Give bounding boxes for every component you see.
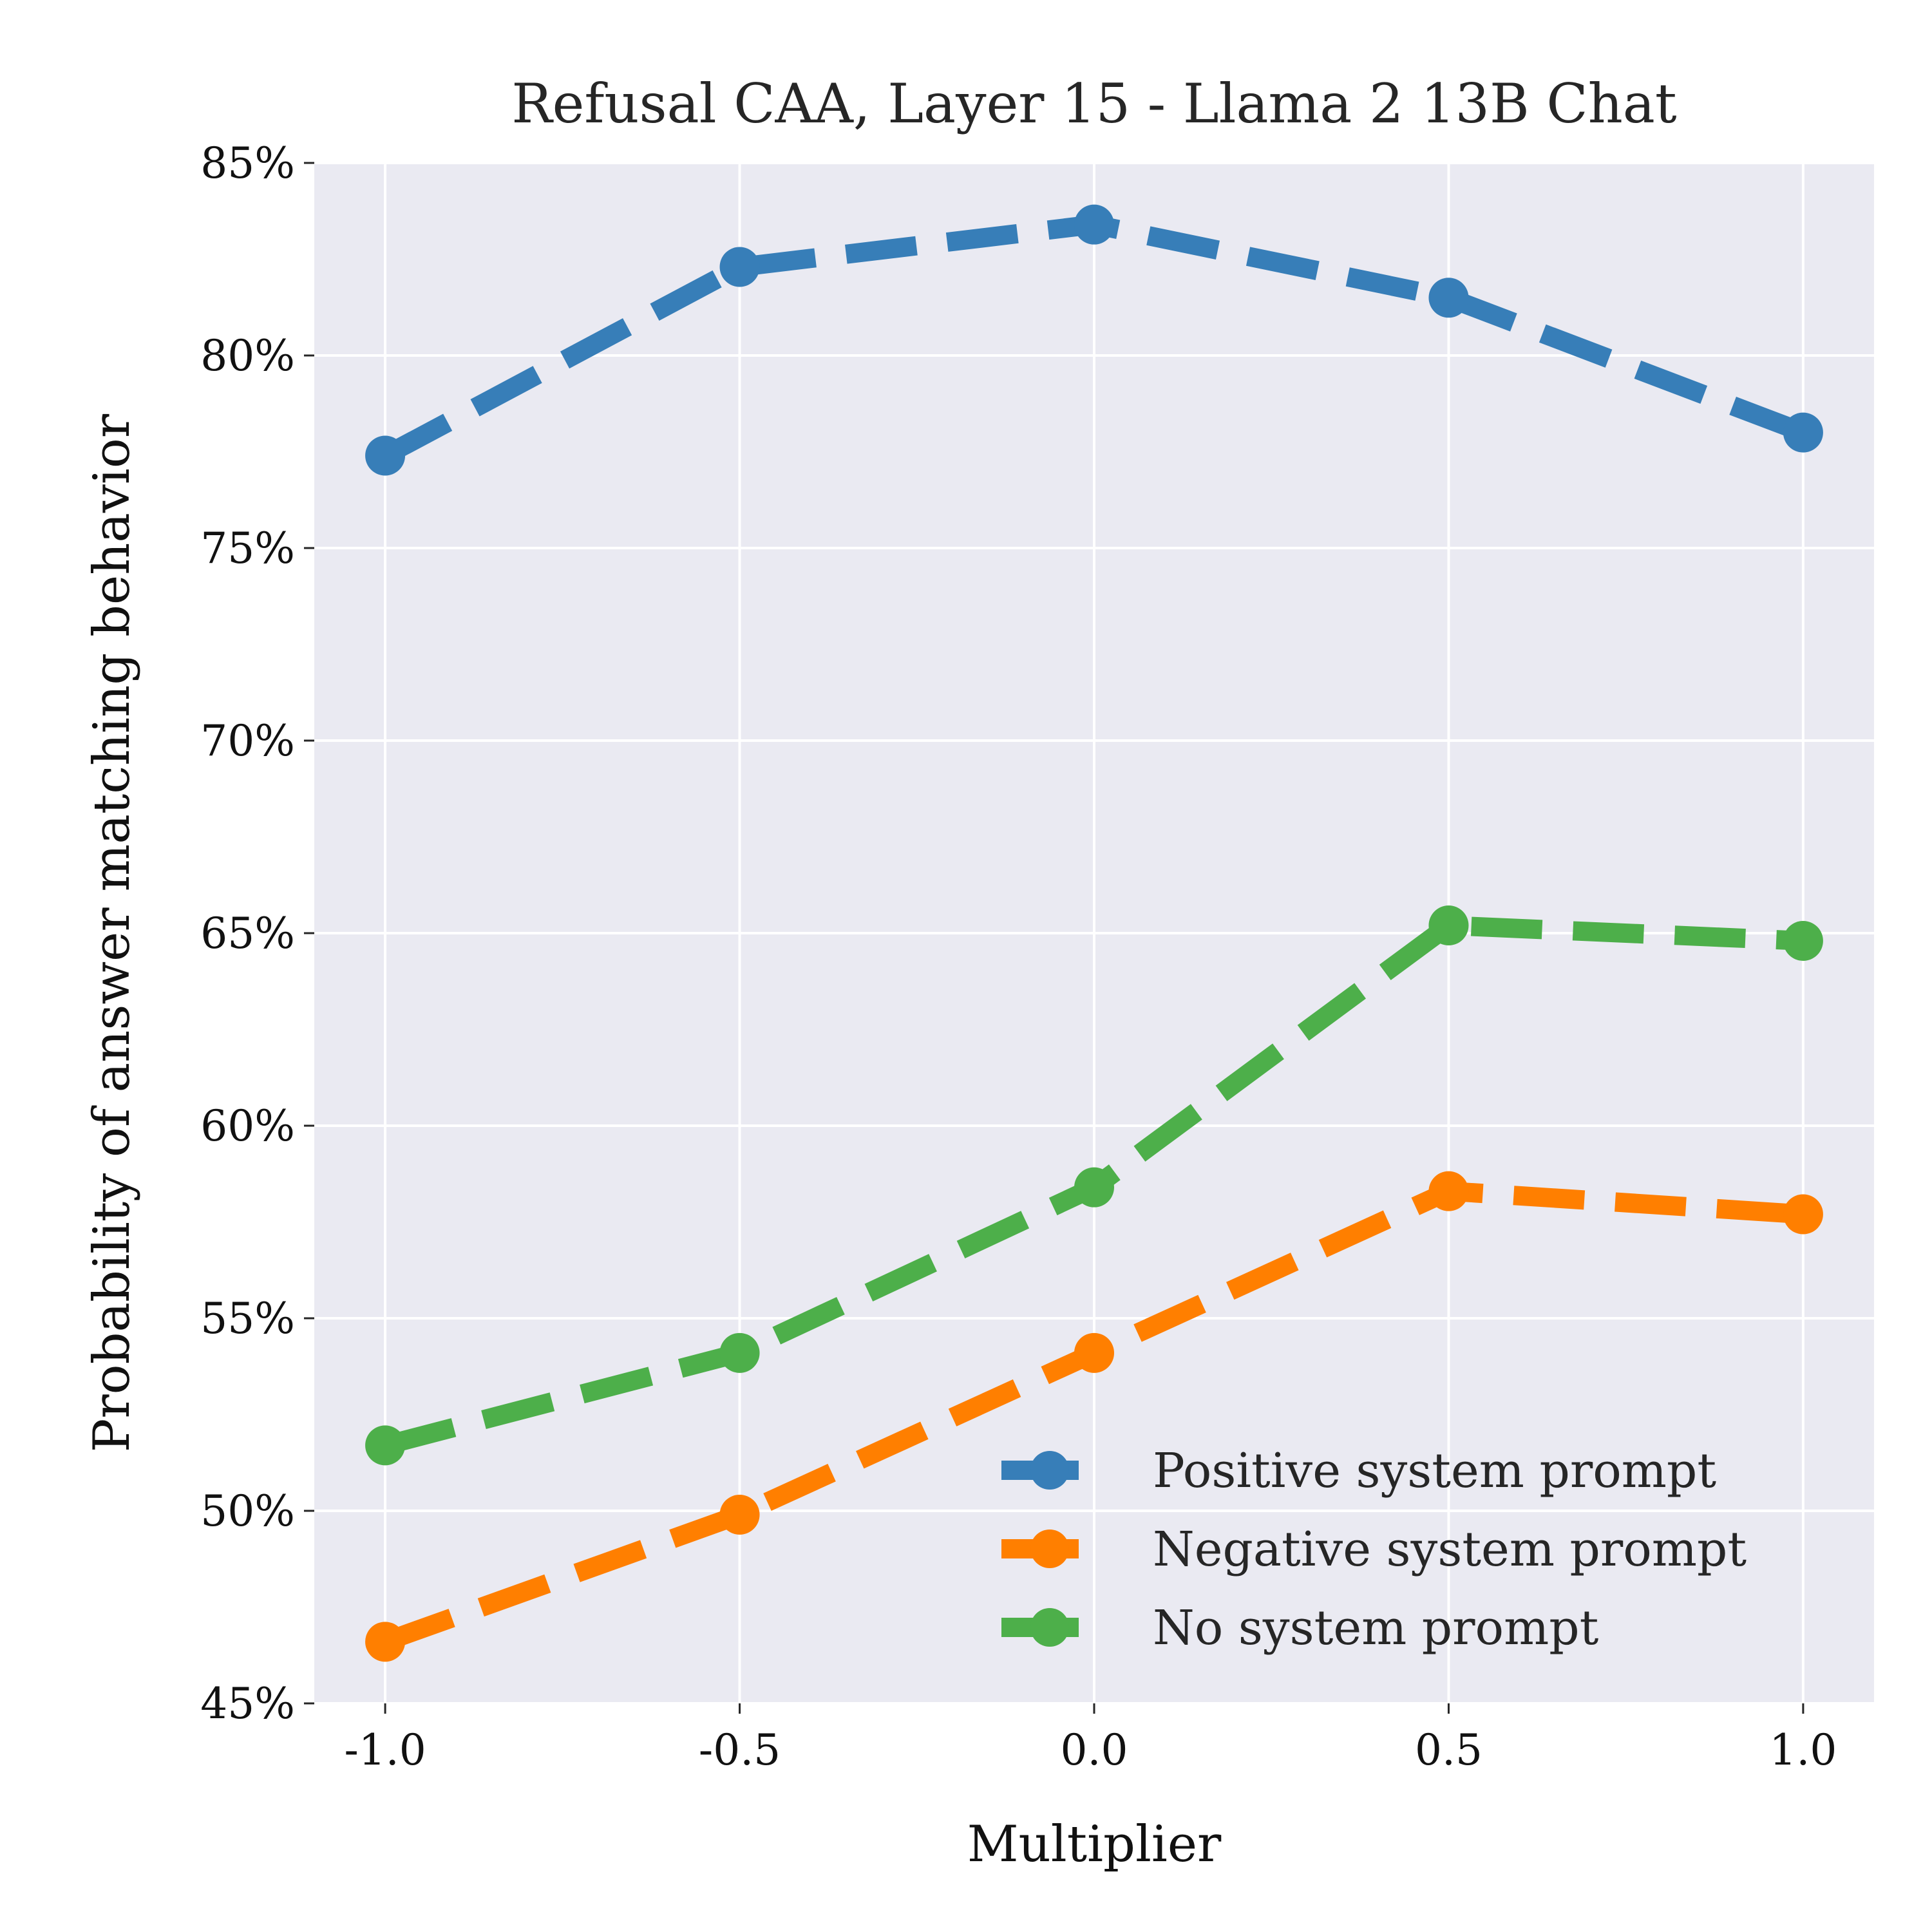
- y-tick-label: 70%: [200, 716, 295, 766]
- legend: Positive system prompt Negative system p…: [1001, 1443, 1747, 1656]
- data-point: [1783, 920, 1823, 961]
- data-point: [365, 1425, 406, 1466]
- y-tick-label: 45%: [200, 1679, 295, 1728]
- y-tick-label: 55%: [200, 1294, 295, 1343]
- x-axis-ticks: -1.0 -0.5 0.0 0.5 1.0: [344, 1703, 1837, 1775]
- series-layer: [365, 204, 1823, 1662]
- y-tick-label: 60%: [200, 1101, 295, 1151]
- x-tick-label: 1.0: [1769, 1725, 1837, 1775]
- data-point: [719, 1332, 760, 1373]
- legend-entry-none: No system prompt: [1001, 1600, 1599, 1656]
- y-axis-label: Probability of answer matching behavior: [83, 413, 141, 1452]
- y-tick-label: 75%: [200, 524, 295, 573]
- data-point: [1428, 278, 1469, 318]
- legend-label-none: No system prompt: [1153, 1600, 1599, 1656]
- x-tick-label: -0.5: [699, 1725, 781, 1775]
- legend-marker: [1030, 1530, 1069, 1568]
- y-tick-label: 50%: [200, 1486, 295, 1536]
- legend-entry-negative: Negative system prompt: [1001, 1522, 1747, 1577]
- legend-marker: [1030, 1451, 1069, 1490]
- series-positive-system-prompt: [365, 204, 1823, 476]
- data-point: [1074, 1332, 1114, 1373]
- data-point: [1074, 1167, 1114, 1208]
- data-point: [1783, 412, 1823, 453]
- x-tick-label: 0.0: [1061, 1725, 1128, 1775]
- y-tick-label: 65%: [200, 909, 295, 958]
- data-point: [365, 1622, 406, 1662]
- data-point: [719, 247, 760, 287]
- legend-label-negative: Negative system prompt: [1153, 1522, 1747, 1577]
- legend-label-positive: Positive system prompt: [1153, 1443, 1716, 1499]
- data-point: [1428, 1171, 1469, 1211]
- x-tick-label: 0.5: [1415, 1725, 1482, 1775]
- chart-title: Refusal CAA, Layer 15 - Llama 2 13B Chat: [511, 72, 1677, 135]
- x-tick-label: -1.0: [344, 1725, 426, 1775]
- series-no-system-prompt: [365, 905, 1823, 1466]
- data-point: [1428, 905, 1469, 946]
- data-point: [1783, 1194, 1823, 1235]
- y-axis-ticks: 45% 50% 55% 60% 65% 70% 75% 80% 85%: [200, 138, 314, 1728]
- data-point: [719, 1494, 760, 1535]
- x-axis-label: Multiplier: [967, 1815, 1222, 1873]
- data-point: [365, 435, 406, 476]
- y-tick-label: 80%: [200, 331, 295, 381]
- data-point: [1074, 204, 1114, 245]
- series-negative-system-prompt: [365, 1171, 1823, 1662]
- legend-marker: [1030, 1608, 1069, 1647]
- y-tick-label: 85%: [200, 138, 295, 188]
- legend-entry-positive: Positive system prompt: [1001, 1443, 1716, 1499]
